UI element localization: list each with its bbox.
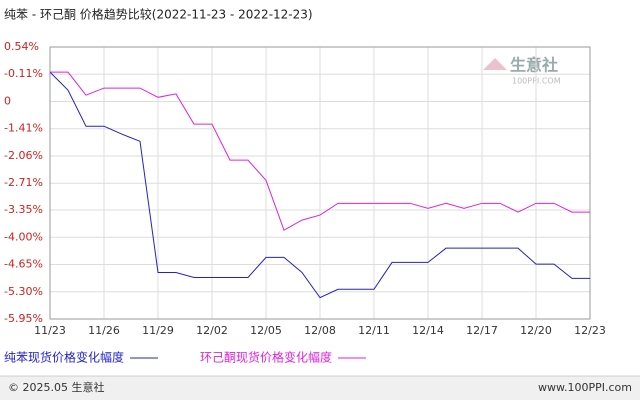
y-tick-label: -2.06% (4, 149, 43, 162)
x-tick-label: 12/20 (520, 324, 552, 337)
y-tick-label: -3.35% (4, 203, 43, 216)
plot-frame (49, 46, 591, 320)
watermark-icon (483, 58, 507, 70)
y-tick-label: -2.71% (4, 176, 43, 189)
series-line (50, 71, 590, 231)
legend-label: 环己酮现货价格变化幅度 (200, 350, 332, 365)
x-tick-label: 12/14 (412, 324, 444, 337)
x-tick-label: 11/23 (34, 324, 66, 337)
x-tick-label: 12/17 (466, 324, 498, 337)
y-tick-label: -5.30% (4, 285, 43, 298)
legend-label: 纯苯现货价格变化幅度 (4, 350, 124, 365)
y-tick-label: 0 (4, 94, 11, 107)
x-tick-label: 12/05 (250, 324, 282, 337)
series-line (49, 71, 590, 299)
y-tick-label: -1.41% (4, 122, 43, 135)
x-tick-label: 11/29 (142, 324, 174, 337)
footer-band (0, 376, 640, 400)
y-tick-label: -4.65% (4, 258, 43, 271)
x-tick-label: 11/26 (88, 324, 120, 337)
y-tick-label: -4.00% (4, 230, 43, 243)
x-tick-label: 12/23 (574, 324, 606, 337)
footer-right: www.100PPI.com (538, 381, 632, 394)
watermark-name: 生意社 (510, 56, 558, 75)
y-tick-label: 0.54% (4, 40, 39, 53)
y-tick-label: -5.95% (4, 312, 43, 325)
x-tick-label: 12/02 (196, 324, 228, 337)
x-tick-label: 12/08 (304, 324, 336, 337)
y-tick-label: -0.11% (4, 67, 43, 80)
footer-left: © 2025.05 生意社 (8, 380, 104, 394)
chart-title: 纯苯 - 环己酮 价格趋势比较(2022-11-23 - 2022-12-23) (4, 7, 313, 22)
x-tick-label: 12/11 (358, 324, 390, 337)
